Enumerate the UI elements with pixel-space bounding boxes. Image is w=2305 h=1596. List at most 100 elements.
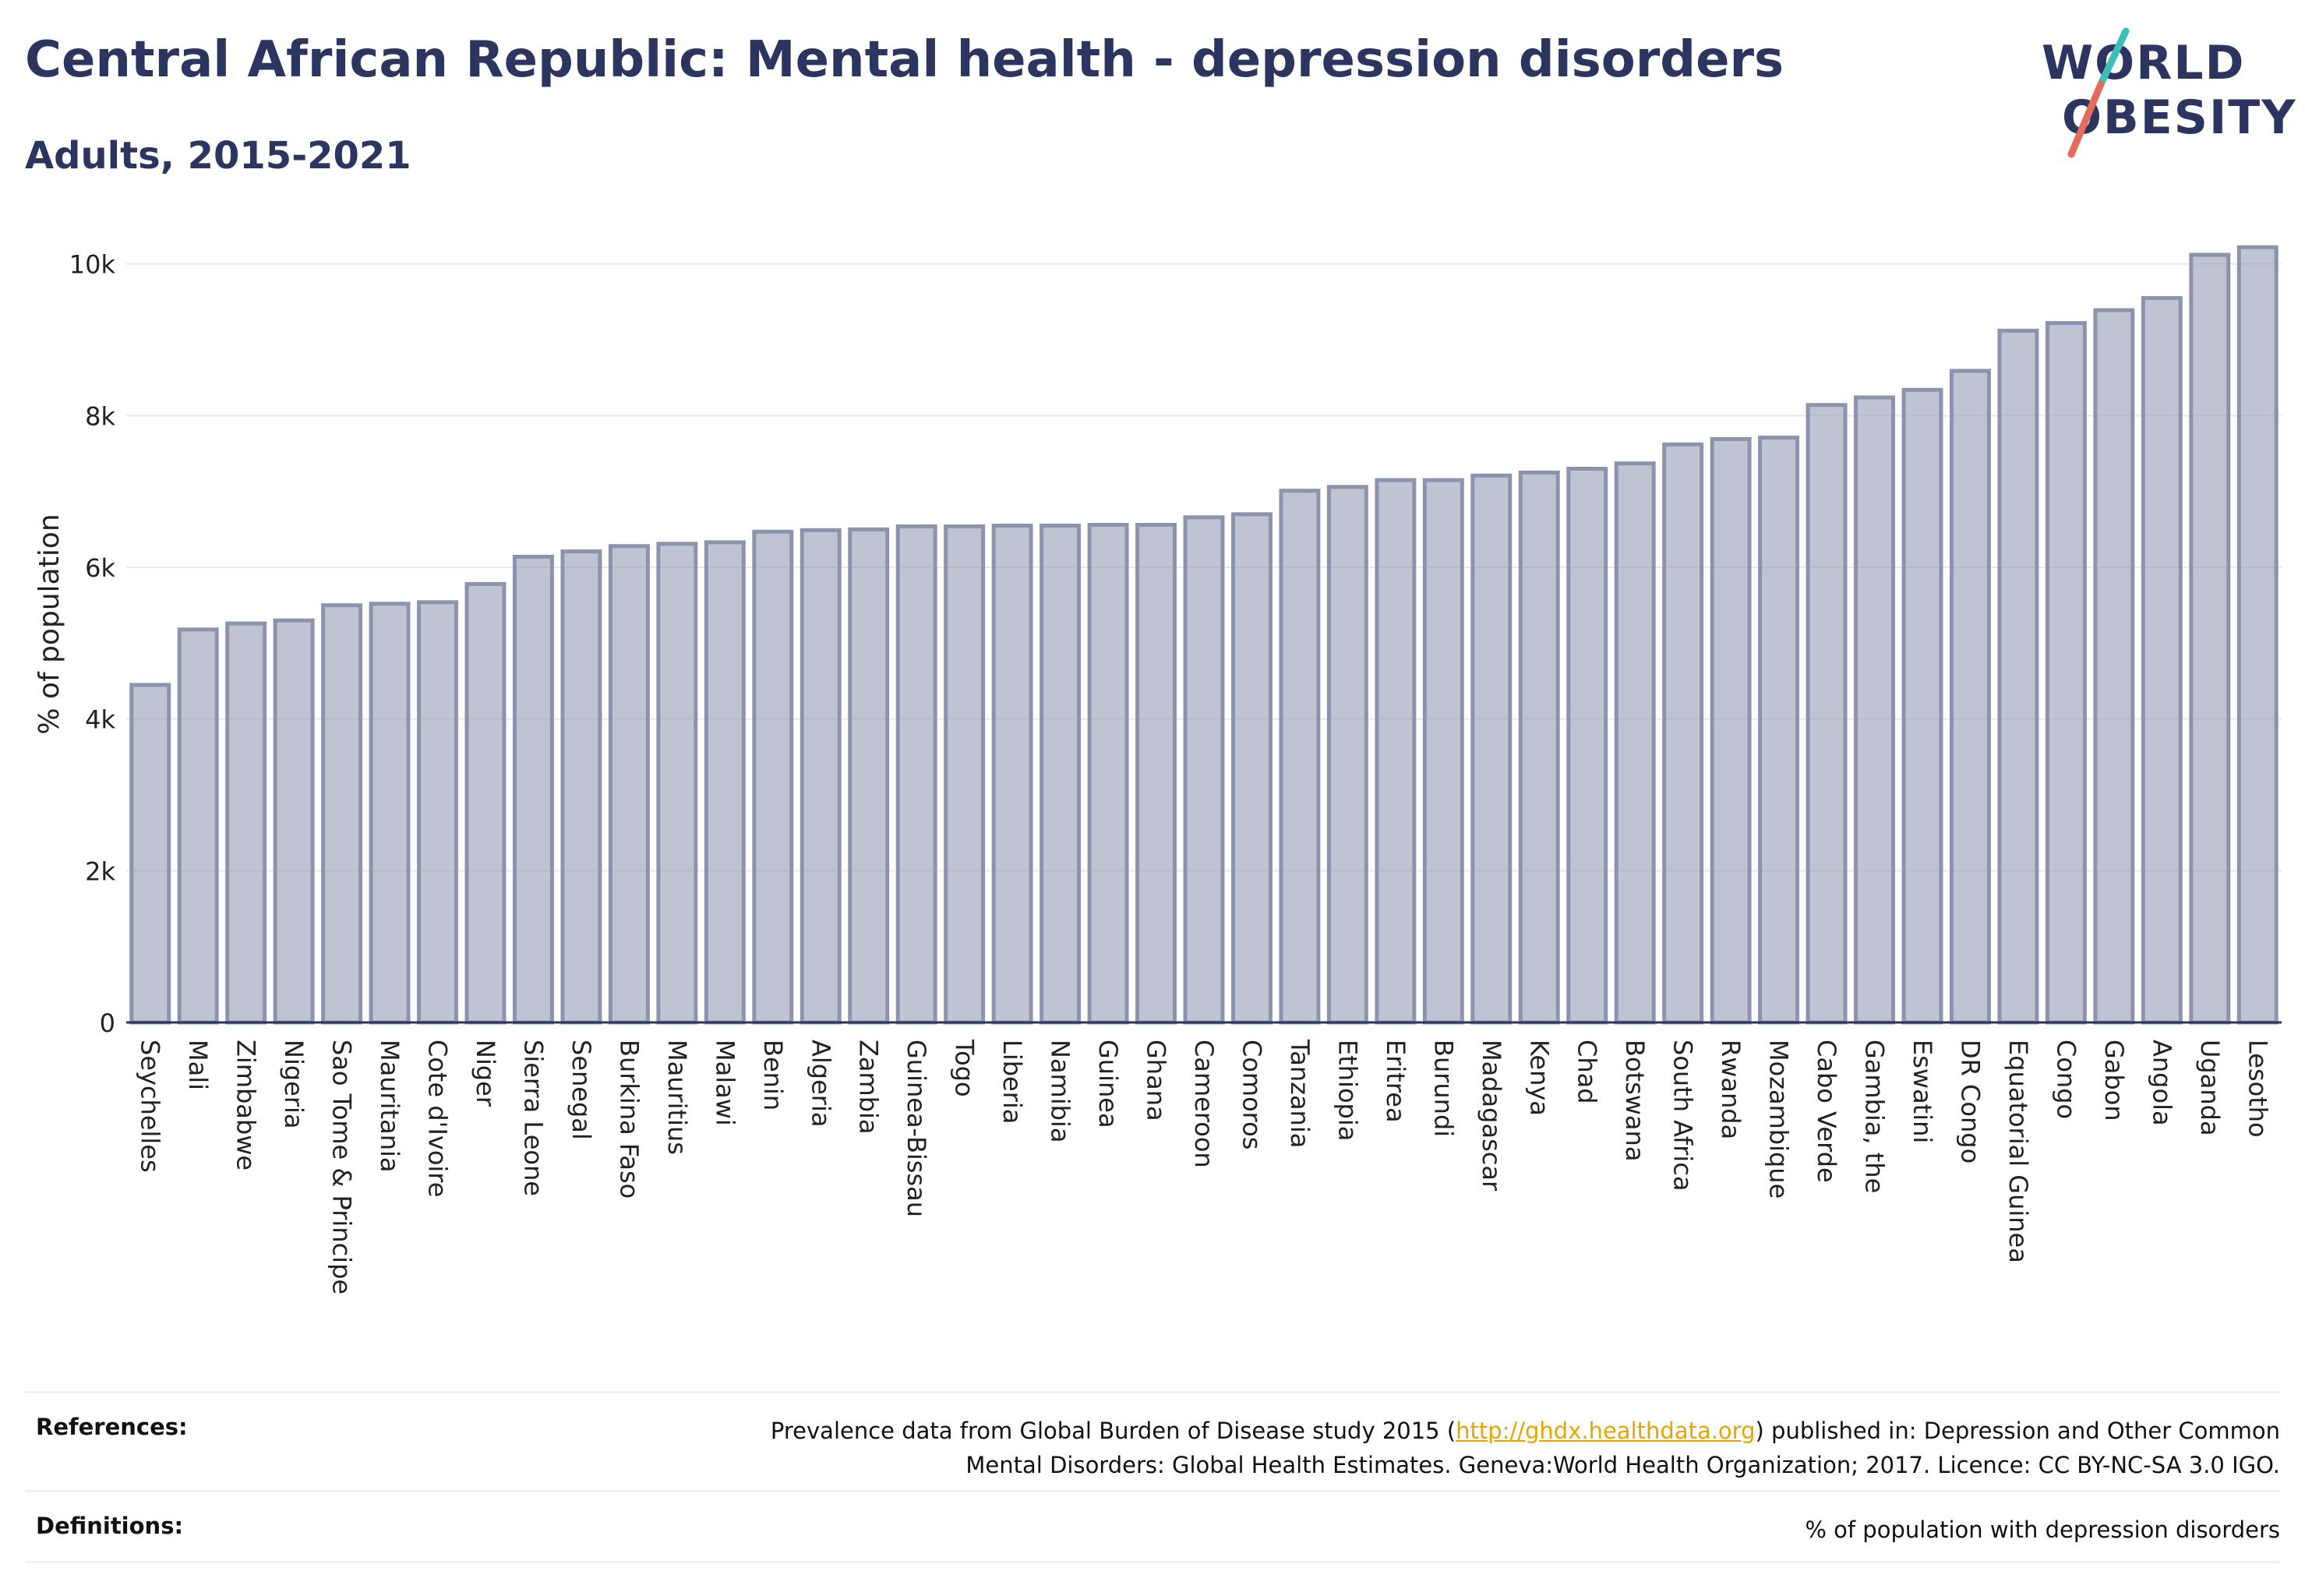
logo-slash-icon [2067,27,2130,158]
x-tick-label: Equatorial Guinea [2003,1040,2033,1263]
x-tick-label: Burkina Faso [614,1040,644,1199]
x-tick-label: Gabon [2099,1040,2129,1121]
chart-subtitle: Adults, 2015-2021 [25,134,411,178]
y-tick-label: 2k [85,856,115,886]
bar [1901,387,1943,1025]
bar [2236,245,2279,1025]
x-tick-label: DR Congo [1955,1040,1985,1163]
bar [752,529,794,1025]
bar [1806,403,1848,1025]
bar [2141,295,2183,1025]
bar [1854,395,1896,1025]
x-tick-label: Comoros [1237,1040,1266,1149]
bar [2093,308,2135,1025]
x-tick-label: Ethiopia [1333,1040,1362,1141]
bar [512,554,554,1025]
bar [1614,461,1656,1025]
x-tick-label: Angola [2147,1040,2176,1126]
x-tick-label: Kenya [1524,1040,1554,1116]
x-tick-label: Eswatini [1908,1040,1937,1143]
x-tick-label: Malawi [710,1040,740,1126]
bar [1279,489,1321,1025]
y-axis-title: % of population [34,514,65,734]
x-tick-label: Madagascar [1477,1040,1506,1192]
x-tick-label: Algeria [806,1040,835,1127]
references-link[interactable]: http://ghdx.healthdata.org [1456,1418,1756,1444]
x-tick-label: Sao Tome & Principe [327,1040,357,1294]
chart-title: Central African Republic: Mental health … [25,31,1784,89]
bar [1087,522,1129,1025]
x-tick-label: Cote d'Ivoire [423,1040,453,1197]
y-tick-label: 8k [85,401,115,431]
bar [177,627,219,1025]
references-line-2: Mental Disorders: Global Health Estimate… [965,1452,2280,1478]
bar [2045,321,2087,1025]
references-label: References: [36,1414,188,1440]
definitions-text: % of population with depression disorder… [1805,1517,2280,1543]
x-tick-label: Eritrea [1381,1040,1410,1123]
bar [1230,512,1273,1025]
definitions-label: Definitions: [36,1513,184,1539]
references-post: ) published in: Depression and Other Com… [1755,1418,2281,1444]
x-tick-label: Zimbabwe [231,1040,261,1171]
x-tick-label: Gambia, the [1860,1040,1890,1193]
bar [225,621,267,1025]
x-tick-label: Seychelles [136,1040,165,1173]
x-tick-label: Burundi [1428,1040,1458,1137]
y-tick-label: 0 [100,1008,115,1038]
x-tick-label: Niger [471,1040,500,1107]
bar [273,618,315,1025]
x-tick-label: Cameroon [1189,1040,1219,1168]
bar [944,524,986,1025]
bar [848,527,890,1025]
bar [1040,523,1082,1025]
bar [1422,478,1464,1025]
x-tick-label: Liberia [997,1040,1027,1124]
x-tick-label: Mali [183,1040,213,1090]
x-tick-label: Togo [950,1039,980,1097]
bar [895,524,937,1025]
x-tick-label: South Africa [1668,1040,1698,1191]
x-tick-label: Botswana [1620,1040,1650,1161]
bar [991,523,1033,1025]
bar [1662,442,1704,1025]
logo-line-1: WORLD [2042,36,2246,90]
x-tick-label: Mauritania [375,1040,404,1172]
bar [129,683,171,1025]
bar [1949,369,1991,1025]
bar [560,549,602,1025]
bar [1375,478,1417,1025]
bar [1183,515,1225,1025]
bar [464,581,507,1025]
x-tick-label: Lesotho [2243,1040,2272,1138]
bar [608,544,650,1025]
x-tick-label: Cabo Verde [1812,1040,1841,1183]
bar [704,540,746,1025]
x-tick-label: Mozambique [1764,1040,1794,1199]
footer: References: Prevalence data from Global … [25,1391,2280,1563]
x-tick-label: Chad [1573,1040,1602,1104]
x-tick-label: Guinea [1093,1040,1123,1128]
bar [2189,252,2231,1025]
bar [656,542,698,1025]
y-tick-label: 4k [85,705,115,735]
x-tick-label: Uganda [2195,1040,2225,1136]
x-tick-label: Mauritius [662,1040,692,1155]
bar [1135,522,1177,1025]
bar-chart: 0 2k 4k 6k 8k 10k % of population Seychelles Mal… [34,245,2282,1294]
x-tick-label: Zambia [854,1040,884,1135]
bar [1710,437,1752,1025]
x-tick-label: Benin [758,1040,788,1110]
bar [1326,485,1368,1025]
bar [1518,470,1560,1025]
world-obesity-logo: WORLD OBESITY [2026,22,2296,162]
references-pre: Prevalence data from Global Burden of Di… [770,1418,1456,1444]
y-tick-label: 6k [85,553,115,583]
x-tick-label: Sierra Leone [518,1040,548,1196]
x-tick-label: Senegal [567,1040,596,1140]
x-tick-label: Tanzania [1285,1039,1315,1148]
x-tick-label: Ghana [1142,1040,1171,1121]
bar [1566,466,1608,1025]
bar [1997,328,2039,1025]
x-tick-label: Nigeria [279,1040,309,1128]
